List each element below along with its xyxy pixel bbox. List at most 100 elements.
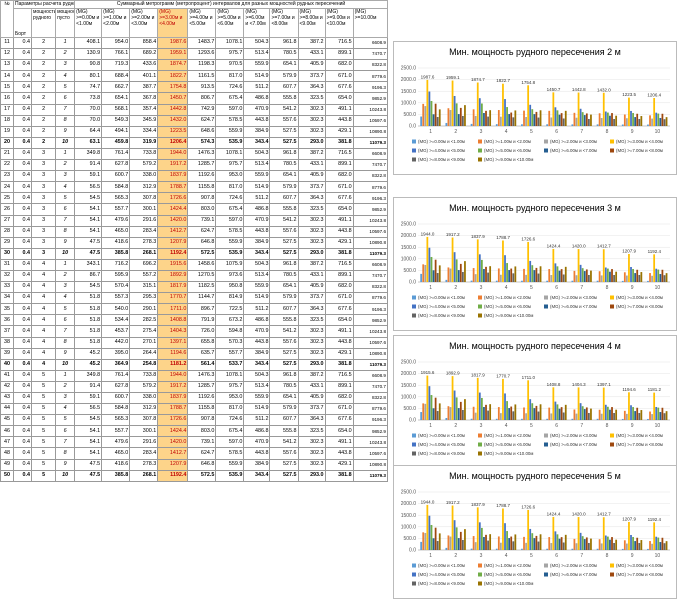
table-cell: 766.1 — [101, 48, 131, 61]
bar — [564, 404, 567, 420]
bar — [537, 411, 540, 420]
table-cell: 5 — [31, 436, 57, 449]
bar — [428, 386, 431, 420]
table-cell: 364.3 — [297, 303, 326, 316]
data-label: 1207.9 — [622, 516, 636, 521]
chart-svg: Мин. мощность рудного пересечения 2 м 0.0… — [401, 47, 670, 162]
table-cell: 1837.9 — [157, 391, 189, 405]
bar — [457, 270, 460, 282]
table-cell: 5 — [31, 380, 57, 394]
table-row: 20 0.4 2 10 63.1 459.8 319.9 1206.4 574.3 535.9 34… — [0, 136, 389, 149]
bar — [663, 275, 666, 282]
table-cell: 1075.9 — [215, 258, 245, 271]
table-cell: 18 — [0, 114, 15, 127]
bar — [562, 542, 565, 550]
bar — [459, 107, 462, 126]
bar — [510, 268, 513, 282]
table-row: 38 0.4 4 8 51.8 442.0 270.1 1397.1 655.8 570.3 443… — [0, 336, 389, 349]
bar — [546, 548, 549, 550]
bar — [464, 399, 466, 420]
table-cell: 59.1 — [74, 391, 103, 405]
bar — [483, 113, 485, 126]
table-cell: 780.5 — [269, 48, 299, 61]
table-row: 23 0.4 3 3 59.1 600.7 338.0 1837.9 1192.6 953.0 55… — [0, 170, 389, 183]
bar — [604, 267, 607, 282]
table-cell: 10 — [55, 469, 76, 482]
x-tick-label: 6 — [555, 285, 558, 291]
col-head-1: (MG) >=1.00м и <2.00м — [101, 8, 131, 38]
table-cell: 0.4 — [13, 425, 33, 438]
table-cell: 913.5 — [187, 81, 217, 94]
bar — [571, 280, 574, 282]
bar — [424, 532, 427, 550]
table-cell: 4 — [31, 358, 57, 371]
table-cell: 7470.7 — [352, 48, 389, 61]
bar — [470, 123, 473, 126]
table-cell: 0.4 — [13, 147, 33, 161]
bar — [512, 273, 515, 282]
bar — [615, 115, 618, 126]
table-cell: 761.4 — [101, 147, 131, 161]
bar — [512, 411, 515, 420]
bar — [504, 99, 506, 126]
chart-min-5m: Мин. мощность рудного пересечения 5 м 0.0… — [393, 465, 677, 599]
bar — [590, 114, 592, 126]
table-cell: 343.1 — [74, 258, 103, 271]
table-cell: 6 — [55, 203, 76, 216]
table-cell: 45.2 — [74, 358, 103, 371]
table-cell: 0.4 — [13, 269, 33, 283]
bar — [523, 268, 525, 282]
bar — [426, 236, 429, 282]
table-cell: 10 — [55, 247, 76, 260]
table-cell: 7470.7 — [352, 380, 389, 394]
table-cell: 11 — [0, 36, 15, 50]
table-cell: 8322.8 — [352, 170, 389, 183]
table-cell: 0.4 — [13, 281, 33, 294]
table-cell: 5 — [31, 391, 57, 405]
table-cell: 433.1 — [297, 380, 326, 394]
table-row: 34 0.4 4 4 51.8 557.3 295.3 1770.7 1144.7 814.9 51… — [0, 292, 389, 305]
bar — [661, 269, 664, 282]
table-cell: 364.3 — [297, 192, 326, 205]
table-cell: 1711.0 — [157, 303, 189, 316]
table-cell: 387.2 — [297, 147, 326, 161]
data-label: 1874.7 — [471, 77, 485, 82]
x-tick-label: 8 — [606, 553, 609, 559]
table-cell: 1144.7 — [187, 292, 217, 305]
bar — [432, 270, 435, 282]
legend-swatch — [610, 433, 614, 438]
table-cell: 307.8 — [129, 192, 159, 205]
table-cell: 1817.9 — [157, 281, 189, 294]
table-cell: 41 — [0, 369, 15, 382]
table-cell: 565.3 — [101, 192, 131, 205]
table-cell: 268.1 — [129, 469, 159, 482]
table-cell: 1483.7 — [187, 36, 217, 50]
bar — [621, 280, 624, 282]
table-cell: 675.4 — [215, 203, 245, 216]
bar — [512, 117, 515, 126]
bar — [596, 548, 599, 550]
bar — [550, 117, 553, 126]
legend-entry: (MG) >=2.00м и <3.00м — [550, 295, 597, 300]
table-cell: 716.5 — [324, 147, 354, 161]
table-cell: 1078.1 — [215, 36, 245, 50]
bar — [653, 392, 656, 420]
table-row: 47 0.4 5 7 54.1 479.6 291.6 1420.0 739.1 597.0 470… — [0, 436, 389, 449]
table-cell: 10243.8 — [352, 436, 389, 449]
bar — [476, 82, 479, 126]
table-cell: 21 — [0, 147, 15, 161]
table-cell: 381.8 — [324, 247, 354, 260]
data-label: 1192.4 — [648, 249, 662, 254]
table-cell: 716.5 — [324, 36, 354, 50]
table-cell: 722.5 — [215, 303, 245, 316]
table-cell: 0.4 — [13, 114, 33, 127]
table-cell: 716.2 — [101, 258, 131, 271]
table-cell: 8 — [55, 114, 76, 127]
table-row: 28 0.4 3 8 54.1 465.0 283.4 1412.7 624.7 578.5 443… — [0, 225, 389, 238]
y-tick-label: 1500.0 — [401, 245, 417, 251]
table-cell: 555.8 — [269, 92, 299, 105]
table-cell: 8 — [55, 447, 76, 460]
table-row: 18 0.4 2 8 70.0 549.3 345.9 1432.0 624.7 578.5 443… — [0, 114, 389, 127]
table-cell: 1892.9 — [157, 269, 189, 283]
bar — [535, 405, 538, 420]
